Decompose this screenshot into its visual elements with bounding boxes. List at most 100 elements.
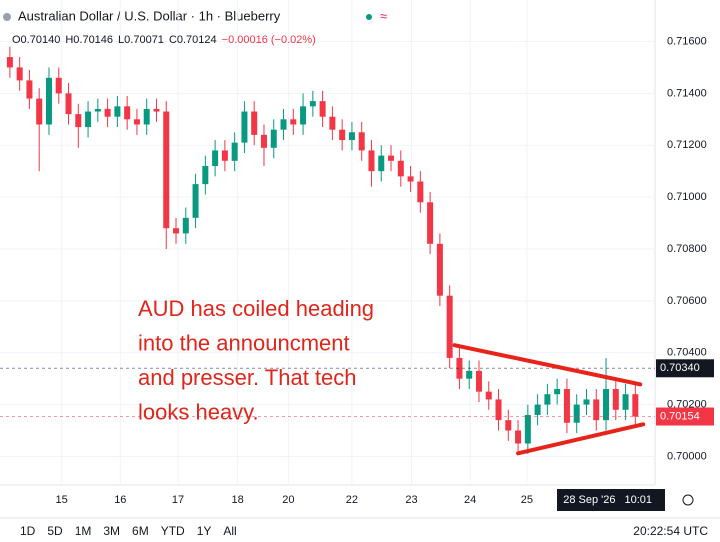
candle-body bbox=[45, 77, 52, 125]
candle-body bbox=[358, 132, 365, 151]
candle-body bbox=[133, 119, 140, 125]
candle-body bbox=[505, 420, 512, 431]
timeframe-button[interactable]: 3M bbox=[103, 524, 120, 538]
candle-body bbox=[603, 389, 610, 421]
x-tick-label: 16 bbox=[114, 494, 126, 506]
candle-body bbox=[446, 295, 453, 358]
candle-body bbox=[583, 399, 590, 405]
timeframe-button[interactable]: 1Y bbox=[197, 524, 212, 538]
candle-body bbox=[94, 108, 101, 112]
candle-body bbox=[495, 399, 502, 421]
y-tick-label: 0.70400 bbox=[667, 347, 707, 359]
candle-body bbox=[36, 98, 43, 125]
candle-body bbox=[485, 391, 492, 400]
candle-body bbox=[466, 370, 473, 379]
candle-body bbox=[475, 370, 482, 392]
candle-body bbox=[16, 67, 23, 81]
candle-body bbox=[6, 57, 13, 68]
x-tick-label: 25 bbox=[521, 494, 533, 506]
y-tick-label: 0.70200 bbox=[667, 399, 707, 411]
trendline bbox=[452, 343, 643, 387]
candle-body bbox=[309, 101, 316, 107]
chart-title: Australian Dollar / U.S. Dollar · 1h · B… bbox=[18, 8, 281, 23]
candle-body bbox=[436, 243, 443, 296]
ohlc-value: −0.00016 (−0.02%) bbox=[222, 34, 316, 46]
candle-body bbox=[104, 108, 111, 117]
timeframe-button[interactable]: YTD bbox=[161, 524, 185, 538]
candle-body bbox=[114, 106, 121, 117]
candle-body bbox=[388, 155, 395, 161]
ohlc-value: L0.70071 bbox=[118, 34, 164, 46]
candle-body bbox=[319, 101, 326, 117]
y-tick-label: 0.71400 bbox=[667, 87, 707, 99]
price-label-box bbox=[656, 359, 714, 378]
y-tick-label: 0.71600 bbox=[667, 35, 707, 47]
candle-body bbox=[290, 119, 297, 125]
candle-body bbox=[524, 414, 531, 444]
x-tick-label: 28 Sep '26 bbox=[563, 494, 615, 506]
status-dot bbox=[366, 14, 372, 20]
x-tick-label: 10:01 bbox=[625, 494, 653, 506]
candle-body bbox=[124, 106, 131, 120]
candle-body bbox=[300, 106, 307, 125]
candle-body bbox=[85, 111, 92, 128]
candle-body bbox=[368, 150, 375, 172]
candle-body bbox=[260, 134, 267, 148]
candle-body bbox=[515, 430, 522, 444]
annotation: into the announcment bbox=[138, 330, 350, 355]
timeframe-button[interactable]: 5D bbox=[47, 524, 63, 538]
x-tick-label: 22 bbox=[346, 494, 358, 506]
candle-body bbox=[554, 389, 561, 395]
candle-body bbox=[632, 394, 639, 417]
timeframe-button[interactable]: 1D bbox=[20, 524, 36, 538]
x-tick-label: 15 bbox=[56, 494, 68, 506]
candle-body bbox=[241, 111, 248, 143]
candle-body bbox=[378, 155, 385, 172]
candle-body bbox=[231, 142, 238, 161]
annotation: AUD has coiled heading bbox=[138, 296, 374, 321]
candle-body bbox=[397, 160, 404, 177]
trendline bbox=[516, 422, 646, 456]
ohlc-value: O0.70140 bbox=[12, 34, 60, 46]
price-label-box bbox=[656, 407, 714, 426]
candle-body bbox=[534, 404, 541, 415]
y-tick-label: 0.70600 bbox=[667, 295, 707, 307]
candle-body bbox=[329, 116, 336, 130]
candle-body bbox=[407, 176, 414, 182]
candle-body bbox=[544, 394, 551, 405]
price-label: 0.70154 bbox=[660, 410, 700, 422]
candle-body bbox=[153, 108, 160, 112]
candle-body bbox=[348, 132, 355, 141]
candle-body bbox=[192, 184, 199, 218]
x-tick-label: 20 bbox=[282, 494, 294, 506]
candle-body bbox=[563, 389, 570, 423]
candle-body bbox=[339, 129, 346, 141]
candle-body bbox=[75, 114, 82, 128]
candle-body bbox=[182, 217, 189, 234]
candle-body bbox=[26, 80, 33, 99]
crosshair-time-box bbox=[557, 489, 665, 511]
candle-body bbox=[280, 119, 287, 130]
candle-body bbox=[573, 404, 580, 423]
timeframe-button[interactable]: All bbox=[223, 524, 236, 538]
candle-body bbox=[612, 389, 619, 410]
candle-body bbox=[55, 77, 62, 94]
candle-body bbox=[622, 394, 629, 410]
price-label: 0.70340 bbox=[660, 362, 700, 374]
symbol-icon bbox=[3, 13, 11, 21]
timeframe-button[interactable]: 6M bbox=[132, 524, 149, 538]
candle-body bbox=[202, 165, 209, 185]
annotation: and presser. That tech bbox=[138, 365, 357, 390]
timeframe-button[interactable]: 1M bbox=[75, 524, 92, 538]
ohlc-value: H0.70146 bbox=[65, 34, 113, 46]
x-tick-label: 23 bbox=[405, 494, 417, 506]
candle-body bbox=[65, 93, 72, 115]
settings-icon[interactable] bbox=[682, 494, 694, 506]
y-tick-label: 0.70000 bbox=[667, 450, 707, 462]
y-tick-label: 0.71000 bbox=[667, 191, 707, 203]
candle-body bbox=[456, 357, 463, 379]
candle-body bbox=[427, 202, 434, 244]
candle-body bbox=[593, 399, 600, 421]
